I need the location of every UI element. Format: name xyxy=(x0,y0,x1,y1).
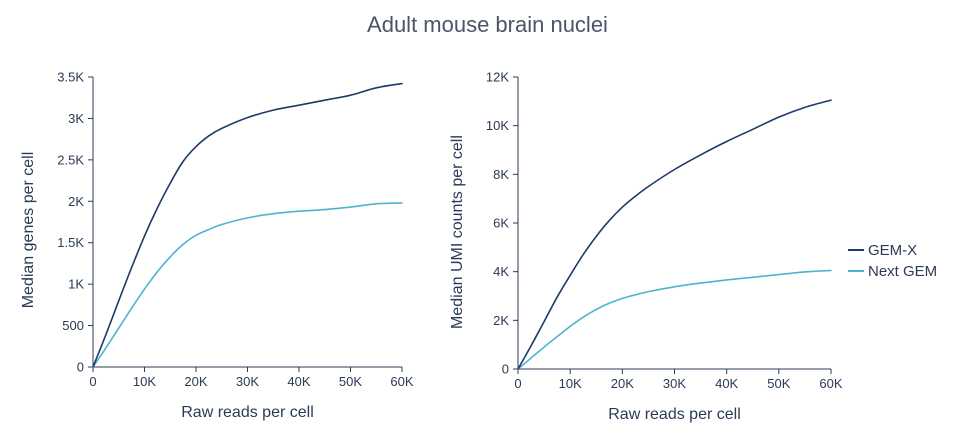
y-tick-label: 1.5K xyxy=(57,235,84,250)
series-line-gem-x xyxy=(92,82,403,368)
y-tick-label: 3K xyxy=(68,111,84,126)
figure-title: Adult mouse brain nuclei xyxy=(367,12,608,37)
y-tick-label: 6K xyxy=(493,216,509,231)
x-tick-label: 40K xyxy=(287,374,310,389)
x-tick-label: 10K xyxy=(559,376,582,391)
y-tick-label: 1K xyxy=(68,277,84,292)
y-axis-label: Median UMI counts per cell xyxy=(449,135,466,329)
y-tick-label: 2K xyxy=(493,313,509,328)
panel-median-umi: 0 10K 20K 30K 40K 50K 60K 0 2K 4K 6K 8K 10K 12K Raw re… xyxy=(449,70,843,424)
x-tick-label: 60K xyxy=(819,376,842,391)
x-tick-label: 20K xyxy=(184,374,207,389)
x-axis-label: Raw reads per cell xyxy=(608,406,741,423)
y-tick-label: 2.5K xyxy=(57,152,84,167)
x-tick-label: 10K xyxy=(133,374,156,389)
y-axis-label: Median genes per cell xyxy=(20,152,37,309)
x-tick-label: 0 xyxy=(514,376,521,391)
x-axis-label: Raw reads per cell xyxy=(181,404,314,421)
x-tick-label: 0 xyxy=(89,374,96,389)
x-tick-label: 60K xyxy=(390,374,413,389)
x-tick-label: 40K xyxy=(715,376,738,391)
legend-label-next-gem: Next GEM xyxy=(868,263,937,280)
series-line-gem-x xyxy=(517,99,832,370)
y-tick-label: 2K xyxy=(68,194,84,209)
x-tick-label: 30K xyxy=(663,376,686,391)
y-tick-label: 12K xyxy=(486,70,509,85)
legend: GEM-X Next GEM xyxy=(848,242,937,280)
series-line-next-gem xyxy=(517,269,832,370)
y-tick-label: 4K xyxy=(493,264,509,279)
y-tick-label: 0 xyxy=(502,362,509,377)
x-tick-label: 30K xyxy=(236,374,259,389)
y-tick-label: 10K xyxy=(486,118,509,133)
panel-median-genes: 0 10K 20K 30K 40K 50K 60K 0 500 1K 1.5K 2K 2.5K 3K 3.5… xyxy=(20,70,414,422)
y-tick-label: 8K xyxy=(493,167,509,182)
legend-label-gem-x: GEM-X xyxy=(868,242,917,259)
x-tick-label: 50K xyxy=(767,376,790,391)
y-tick-label: 500 xyxy=(62,318,84,333)
y-tick-label: 0 xyxy=(77,360,84,375)
y-tick-label: 3.5K xyxy=(57,70,84,85)
series-line-next-gem xyxy=(92,202,403,368)
x-tick-label: 50K xyxy=(339,374,362,389)
x-tick-label: 20K xyxy=(611,376,634,391)
